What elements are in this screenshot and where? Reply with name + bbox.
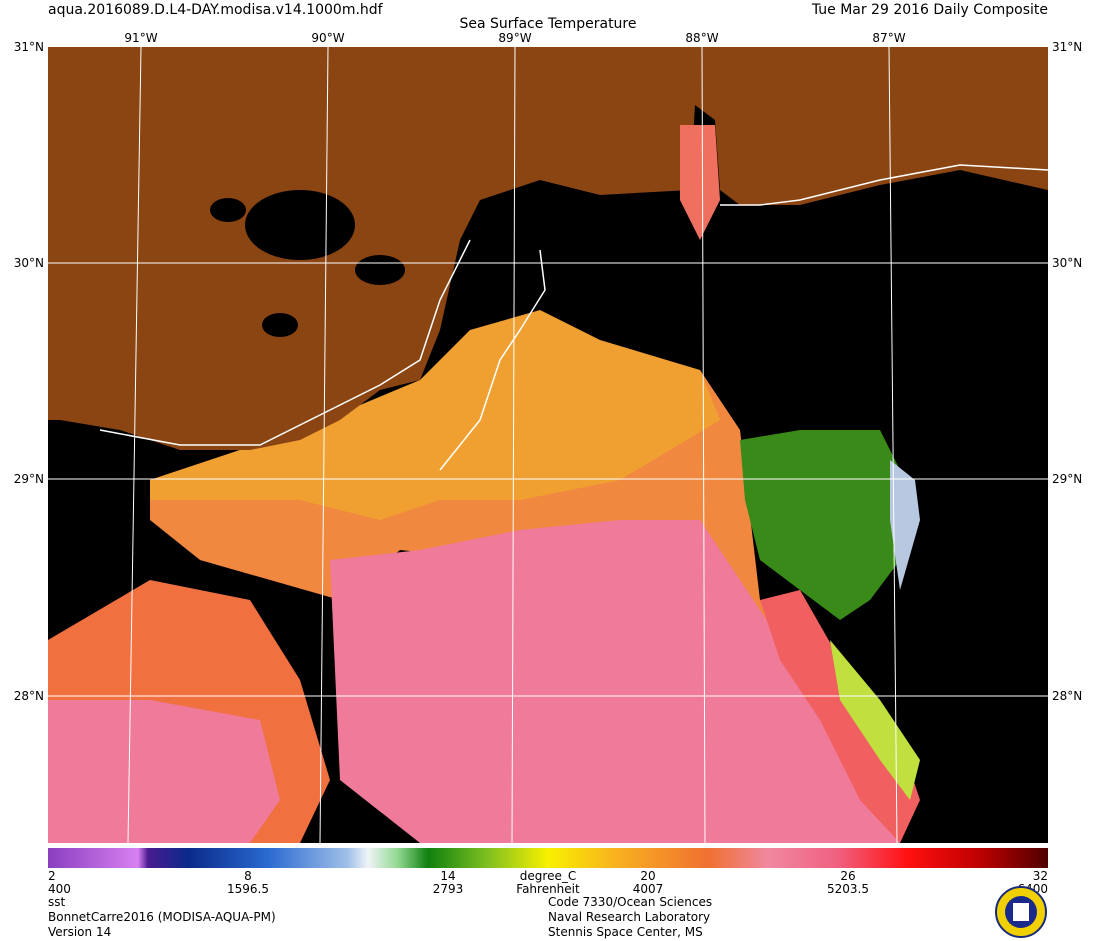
- latitude-label: 30°N: [14, 256, 44, 270]
- footer-left: BonnetCarre2016 (MODISA-AQUA-PM): [48, 910, 276, 924]
- longitude-label: 88°W: [685, 31, 718, 45]
- colorbar: [48, 848, 1048, 868]
- longitude-line: [319, 46, 329, 844]
- colorbar-secondary-label: 1596.5: [227, 882, 269, 896]
- colorbar-tick-label: 26: [840, 869, 855, 883]
- colorbar-unit: degree_C: [520, 869, 576, 883]
- latitude-label: 31°N: [14, 40, 44, 54]
- footer-left: Version 14: [48, 925, 111, 939]
- longitude-label: 89°W: [498, 31, 531, 45]
- colorbar-tick-label: 2: [48, 869, 56, 883]
- latitude-label: 29°N: [1052, 472, 1082, 486]
- latitude-label: 31°N: [1052, 40, 1082, 54]
- latitude-label: 29°N: [14, 472, 44, 486]
- colorbar-tick-label: 14: [440, 869, 455, 883]
- longitude-line: [701, 46, 706, 844]
- colorbar-secondary-label: 2793: [433, 882, 464, 896]
- longitude-label: 91°W: [124, 31, 157, 45]
- file-name: aqua.2016089.D.L4-DAY.modisa.v14.1000m.h…: [48, 2, 384, 18]
- latitude-label: 28°N: [1052, 689, 1082, 703]
- longitude-line: [888, 46, 898, 844]
- colorbar-secondary-unit: Fahrenheit: [516, 882, 580, 896]
- footer-right: Stennis Space Center, MS: [548, 925, 703, 939]
- map: [48, 46, 1049, 844]
- latitude-label: 28°N: [14, 689, 44, 703]
- footer-right: Naval Research Laboratory: [548, 910, 710, 924]
- colorbar-tick-label: 8: [244, 869, 252, 883]
- longitude-line: [511, 46, 516, 844]
- date: Tue Mar 29 2016 Daily Composite: [811, 2, 1048, 18]
- map-title: Sea Surface Temperature: [460, 16, 637, 32]
- colorbar-tick-label: 32: [1033, 869, 1048, 883]
- latitude-label: 30°N: [1052, 256, 1082, 270]
- colorbar-secondary-label: 4007: [633, 882, 664, 896]
- footer-left: sst: [48, 895, 66, 909]
- colorbar-tick-label: 20: [640, 869, 655, 883]
- footer-right: Code 7330/Ocean Sciences: [548, 895, 712, 909]
- longitude-label: 90°W: [311, 31, 344, 45]
- colorbar-secondary-label: 5203.5: [827, 882, 869, 896]
- longitude-line: [127, 46, 142, 844]
- colorbar-secondary-label: 400: [48, 882, 71, 896]
- longitude-label: 87°W: [872, 31, 905, 45]
- logo: [995, 886, 1047, 938]
